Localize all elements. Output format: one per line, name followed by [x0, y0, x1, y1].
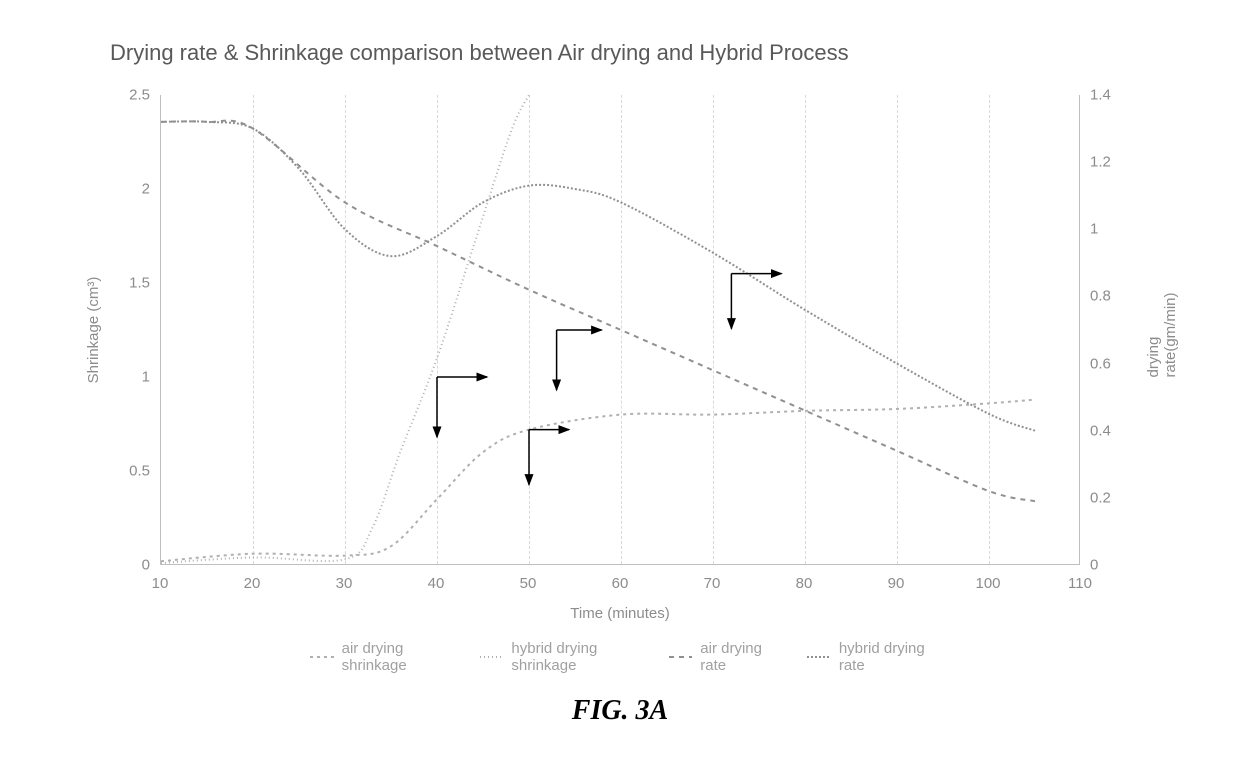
- y-right-tick-label: 1.2: [1090, 154, 1111, 171]
- legend-swatch: [480, 652, 504, 662]
- x-tick-label: 110: [1068, 575, 1092, 592]
- legend: air drying shrinkage hybrid drying shrink…: [310, 640, 930, 674]
- x-tick-label: 70: [704, 575, 721, 592]
- annotations: [161, 95, 1081, 565]
- arrow-annotation: [437, 377, 487, 437]
- x-axis-label: Time (minutes): [570, 605, 669, 622]
- figure-caption: FIG. 3A: [572, 695, 668, 727]
- y-right-tick-label: 0.8: [1090, 288, 1111, 305]
- x-tick-label: 100: [975, 575, 1000, 592]
- x-tick-label: 90: [888, 575, 905, 592]
- y-right-tick-label: 0.2: [1090, 489, 1111, 506]
- y-right-tick-label: 1.4: [1090, 87, 1111, 104]
- legend-swatch: [310, 652, 334, 662]
- x-tick-label: 80: [796, 575, 813, 592]
- legend-item: hybrid drying shrinkage: [480, 640, 634, 674]
- x-tick-label: 40: [428, 575, 445, 592]
- legend-swatch: [669, 652, 693, 662]
- legend-item: hybrid drying rate: [807, 640, 930, 674]
- legend-label: air drying shrinkage: [342, 640, 445, 674]
- y-left-tick-label: 0: [120, 557, 150, 574]
- y-left-tick-label: 1: [120, 369, 150, 386]
- x-tick-label: 60: [612, 575, 629, 592]
- chart-title: Drying rate & Shrinkage comparison betwe…: [110, 40, 849, 66]
- y-right-tick-label: 0.6: [1090, 355, 1111, 372]
- y-left-tick-label: 0.5: [120, 463, 150, 480]
- x-tick-label: 50: [520, 575, 537, 592]
- y-right-tick-label: 0.4: [1090, 422, 1111, 439]
- legend-item: air drying rate: [669, 640, 772, 674]
- legend-label: hybrid drying rate: [839, 640, 930, 674]
- x-tick-label: 10: [152, 575, 169, 592]
- legend-item: air drying shrinkage: [310, 640, 445, 674]
- y-left-tick-label: 2: [120, 181, 150, 198]
- arrow-annotation: [529, 430, 569, 485]
- x-tick-label: 20: [244, 575, 261, 592]
- arrow-annotation: [557, 330, 602, 390]
- y-left-tick-label: 2.5: [120, 87, 150, 104]
- y-axis-right-label: drying rate(gm/min): [1145, 283, 1179, 378]
- legend-label: hybrid drying shrinkage: [511, 640, 633, 674]
- y-right-tick-label: 0: [1090, 557, 1098, 574]
- y-left-tick-label: 1.5: [120, 275, 150, 292]
- x-tick-label: 30: [336, 575, 353, 592]
- arrow-annotation: [731, 274, 781, 329]
- legend-swatch: [807, 652, 831, 662]
- plot-area: [160, 95, 1080, 565]
- y-axis-left-label: Shrinkage (cm³): [85, 277, 102, 384]
- legend-label: air drying rate: [700, 640, 772, 674]
- y-right-tick-label: 1: [1090, 221, 1098, 238]
